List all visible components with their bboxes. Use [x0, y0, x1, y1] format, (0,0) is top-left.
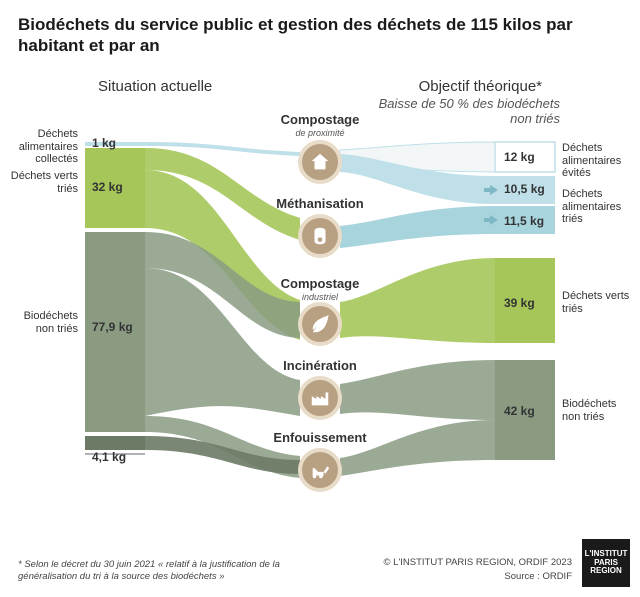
right-source-value-3: 39 kg	[504, 296, 535, 310]
right-source-value-0: 12 kg	[504, 150, 535, 164]
left-source-value-3: 4,1 kg	[92, 450, 126, 464]
left-column-header: Situation actuelle	[98, 78, 212, 95]
institut-paris-region-logo: L'INSTITUT PARIS REGION	[582, 539, 630, 587]
left-source-value-2: 77,9 kg	[92, 320, 133, 334]
credit-line-1: © L'INSTITUT PARIS REGION, ORDIF 2023	[312, 557, 572, 569]
left-source-label-2: Biodéchets non triés	[8, 310, 78, 335]
house-icon	[298, 140, 342, 184]
right-source-value-2: 11,5 kg	[504, 214, 544, 228]
left-source-label-1: Déchets verts triés	[8, 170, 78, 195]
process-label-2: Compostage	[260, 276, 380, 291]
right-source-value-4: 42 kg	[504, 404, 535, 418]
right-source-label-4: Biodéchets non triés	[562, 398, 632, 423]
process-sub-0: de proximité	[280, 128, 360, 138]
leaf-icon	[298, 302, 342, 346]
process-label-4: Enfouissement	[260, 430, 380, 445]
right-source-label-3: Déchets verts triés	[562, 290, 632, 315]
can-icon	[298, 214, 342, 258]
left-source-value-1: 32 kg	[92, 180, 123, 194]
left-source-label-0: Déchets alimentaires collectés	[8, 128, 78, 166]
footnote: * Selon le décret du 30 juin 2021 « rela…	[18, 559, 308, 583]
process-sub-2: industriel	[280, 292, 360, 302]
right-source-label-0: Déchets alimentaires évités	[562, 142, 632, 180]
process-label-3: Incinération	[260, 358, 380, 373]
left-source-value-0: 1 kg	[92, 136, 116, 150]
right-column-header: Objectif théorique*	[419, 78, 542, 95]
right-column-subheader: Baisse de 50 % des biodéchets non triés	[360, 96, 560, 126]
right-source-label-1: Déchets alimentaires triés	[562, 188, 632, 226]
chart-title: Biodéchets du service public et gestion …	[18, 14, 622, 57]
right-source-value-1: 10,5 kg	[504, 182, 545, 196]
credit-line-2: Source : ORDIF	[312, 571, 572, 583]
process-label-1: Méthanisation	[260, 196, 380, 211]
digger-icon	[298, 448, 342, 492]
process-label-0: Compostage	[260, 112, 380, 127]
factory-icon	[298, 376, 342, 420]
